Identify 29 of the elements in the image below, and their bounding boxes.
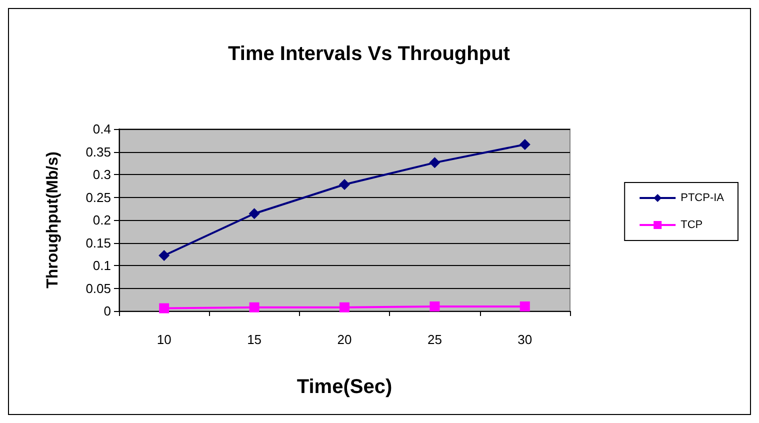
y-tick-label: 0.2 [92, 212, 111, 228]
point [158, 250, 170, 261]
point [159, 303, 170, 314]
point [520, 301, 530, 312]
y-tick-label: 0.3 [92, 167, 111, 182]
legend-label: TCP [680, 219, 703, 231]
x-tick-label: 15 [247, 332, 262, 347]
point [339, 179, 350, 190]
point [519, 138, 530, 150]
point [340, 302, 350, 312]
legend-label: PTCP-IA [680, 192, 725, 204]
y-tick-label: 0.25 [86, 190, 111, 205]
x-tick-label: 20 [337, 332, 352, 347]
point [429, 157, 440, 168]
y-tick-label: 0.4 [92, 122, 111, 136]
point [249, 302, 260, 312]
point [430, 301, 440, 312]
chart-title: Time Intervals Vs Throughput [228, 43, 510, 65]
y-tick-label: 0.35 [86, 144, 111, 160]
y-axis-title: Throughput(Mb/s) [44, 152, 62, 288]
x-tick-label: 30 [518, 332, 532, 347]
y-tick-label: 0 [104, 304, 111, 318]
x-tick-label: 10 [156, 332, 172, 347]
x-tick-label: 25 [427, 332, 442, 347]
x-axis-title: Time(Sec) [296, 376, 392, 398]
point [248, 208, 260, 220]
y-tick-label: 0.15 [86, 235, 111, 250]
y-tick-label: 0.1 [92, 258, 111, 273]
y-tick-label: 0.05 [86, 280, 111, 296]
